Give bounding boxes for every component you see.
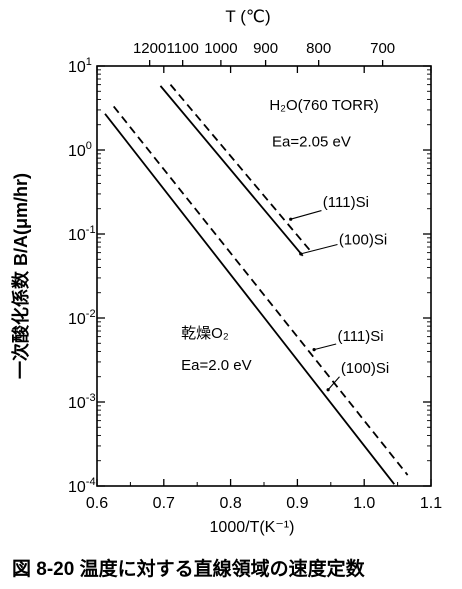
y-tick-label: 10-2: [68, 308, 96, 328]
top-tick-label: 1200: [133, 40, 166, 57]
leader-line: [290, 210, 322, 220]
annotation-label: (111)Si: [323, 194, 369, 211]
leader-line: [327, 376, 340, 391]
x-tick-label: 0.9: [286, 495, 308, 512]
x-tick-label: 1.0: [353, 495, 375, 512]
y-tick-label: 100: [68, 140, 92, 160]
annotation-label: (111)Si: [337, 328, 383, 345]
top-tick-label: 1000: [204, 40, 237, 57]
annotation-label: Ea=2.05 eV: [272, 134, 351, 151]
leader-tip: [312, 348, 316, 352]
series-line-2: [112, 105, 409, 476]
leader-line: [313, 343, 337, 351]
y-tick-label: 10-4: [68, 476, 96, 496]
leader-line: [300, 243, 338, 255]
x-tick-label: 0.7: [153, 495, 175, 512]
top-tick-label: 800: [306, 40, 331, 57]
x-tick-label: 0.6: [86, 495, 108, 512]
series-line-0: [169, 84, 311, 251]
leader-tip: [299, 252, 303, 256]
y-tick-label: 10-3: [68, 392, 96, 412]
annotation-label: 乾燥O₂: [181, 325, 229, 342]
top-tick-label: 900: [253, 40, 278, 57]
annotation-label: (100)Si: [339, 231, 387, 248]
leader-tip: [326, 388, 330, 392]
plot-frame: [96, 65, 432, 487]
annotation-label: H₂O(760 TORR): [269, 97, 378, 114]
x-tick-label: 0.8: [219, 495, 241, 512]
annotation-label: Ea=2.0 eV: [181, 357, 251, 374]
top-axis-label: T (℃): [225, 7, 270, 26]
figure-caption: 図 8-20 温度に対する直線領域の速度定数: [12, 557, 366, 580]
top-tick-label: 1100: [167, 40, 199, 57]
series-line-3: [104, 113, 395, 485]
leader-tip: [289, 217, 293, 221]
y-tick-label: 10-1: [68, 224, 96, 244]
top-tick-label: 700: [370, 40, 395, 57]
y-axis-label: 一次酸化係数 B/A(μm/hr): [10, 173, 31, 379]
annotation-label: (100)Si: [341, 360, 389, 377]
x-axis-label: 1000/T(K⁻¹): [210, 519, 295, 536]
y-tick-label: 101: [68, 56, 92, 76]
x-tick-label: 1.1: [420, 495, 442, 512]
series-line-1: [159, 85, 304, 257]
